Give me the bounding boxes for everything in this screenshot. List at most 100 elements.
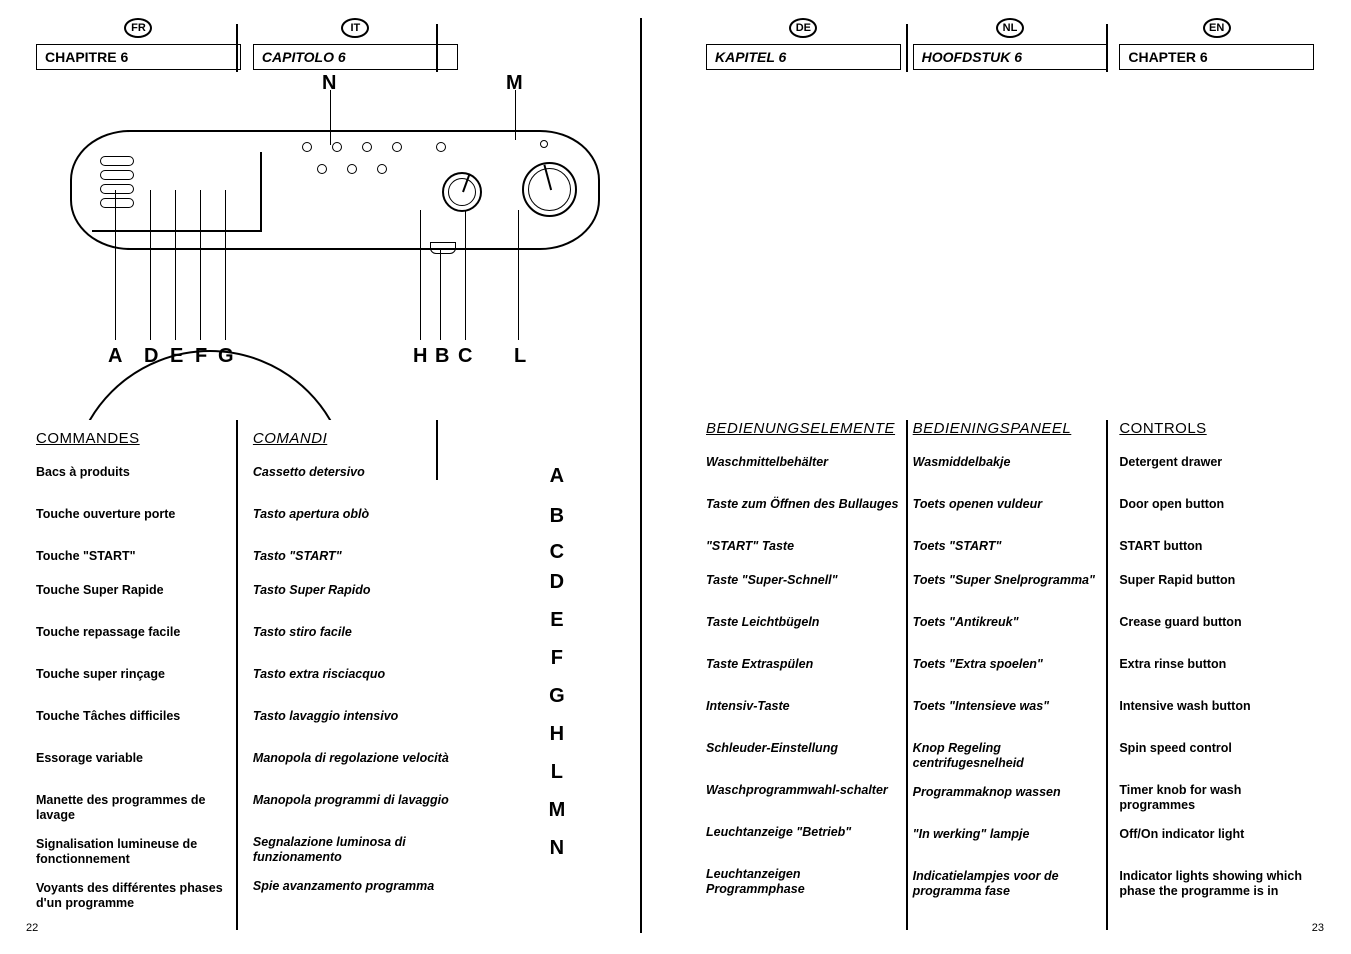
control-panel-diagram: A D E F G H B C L N M [20, 80, 660, 400]
guide-line [200, 190, 201, 340]
cell: Extra rinse button [1119, 657, 1314, 685]
sep-line [906, 420, 908, 930]
letter: G [470, 685, 644, 713]
header-row: FR CHAPITRE 6 IT CAPITOLO 6 [20, 10, 660, 70]
letter: D [470, 571, 644, 599]
cell: Crease guard button [1119, 615, 1314, 643]
panel-button [347, 164, 357, 174]
col-nl-header: NL HOOFDSTUK 6 [907, 10, 1114, 70]
sep-line [436, 420, 438, 480]
cell: Knop Regeling centrifugesnelheid [913, 741, 1108, 771]
chapter-en: CHAPTER 6 [1119, 44, 1314, 70]
indicator-led [540, 140, 548, 148]
chapter-fr: CHAPITRE 6 [36, 44, 241, 70]
cell: Toets "START" [913, 539, 1108, 567]
diagram-letter: N [322, 72, 336, 95]
cell: Intensiv-Taste [706, 699, 901, 727]
page-divider [640, 18, 642, 933]
guide-line [330, 90, 331, 145]
cell: Detergent drawer [1119, 455, 1314, 483]
cell: Manopola di regolazione velocità [253, 751, 458, 779]
guide-line [515, 90, 516, 140]
cell: Segnalazione luminosa di funzionamento [253, 835, 458, 865]
program-knob [522, 162, 577, 217]
panel-button [317, 164, 327, 174]
lang-badge-it: IT [341, 18, 369, 38]
diagram-letter: C [458, 345, 472, 368]
right-page: DE KAPITEL 6 NL HOOFDSTUK 6 EN CHAPTER 6… [690, 10, 1330, 940]
letter: A [470, 465, 644, 493]
drawer-slot [100, 170, 134, 180]
cell: Touche Tâches difficiles [36, 709, 241, 737]
chapter-it: CAPITOLO 6 [253, 44, 458, 70]
cell: Schleuder-Einstellung [706, 741, 901, 769]
header-row-right: DE KAPITEL 6 NL HOOFDSTUK 6 EN CHAPTER 6 [690, 10, 1330, 70]
letter: C [470, 541, 644, 569]
cell: Leuchtanzeigen Programmphase [706, 867, 901, 897]
cell: Voyants des différentes phases d'un prog… [36, 881, 241, 911]
diagram-letter: G [218, 345, 234, 368]
controls-table-right: BEDIENUNGSELEMENTE Waschmittelbehälter T… [690, 410, 1330, 913]
panel-button [302, 142, 312, 152]
cell: Taste Extraspülen [706, 657, 901, 685]
cell: "In werking" lampje [913, 827, 1108, 855]
heading-de: BEDIENUNGSELEMENTE [706, 420, 901, 437]
cell: Toets "Intensieve was" [913, 699, 1108, 727]
cell: Manette des programmes de lavage [36, 793, 241, 823]
cell: Super Rapid button [1119, 573, 1314, 601]
cell: Cassetto detersivo [253, 465, 458, 493]
sep-line [236, 24, 238, 72]
detergent-drawer [92, 152, 262, 232]
col-en: CONTROLS Detergent drawer Door open butt… [1113, 410, 1320, 913]
spacer-right [690, 70, 1330, 410]
diagram-letter: H [413, 345, 427, 368]
cell: Door open button [1119, 497, 1314, 525]
cell: Essorage variable [36, 751, 241, 779]
button-row-2 [317, 164, 387, 174]
page-number-left: 22 [26, 922, 38, 934]
sep-line [906, 24, 908, 72]
cell: Spie avanzamento programma [253, 879, 458, 907]
drawer-slot [100, 198, 134, 208]
guide-line [225, 190, 226, 340]
cell: Tasto lavaggio intensivo [253, 709, 458, 737]
guide-line [150, 190, 151, 340]
diagram-letter: B [435, 345, 449, 368]
cell: Wasmiddelbakje [913, 455, 1108, 483]
letter: N [470, 837, 644, 865]
diagram-letter: D [144, 345, 158, 368]
knob-inner [448, 178, 476, 206]
cell: Touche ouverture porte [36, 507, 241, 535]
col-nl: BEDIENINGSPANEEL Wasmiddelbakje Toets op… [907, 410, 1114, 913]
col-de: BEDIENUNGSELEMENTE Waschmittelbehälter T… [700, 410, 907, 913]
heading-nl: BEDIENINGSPANEEL [913, 420, 1108, 437]
cell: Leuchtanzeige "Betrieb" [706, 825, 901, 853]
cell: Waschprogrammwahl-schalter [706, 783, 901, 811]
col-fr: COMMANDES Bacs à produits Touche ouvertu… [30, 420, 247, 925]
guide-line [115, 190, 116, 340]
cell: Indicatielampjes voor de programma fase [913, 869, 1108, 899]
panel-button [436, 142, 446, 152]
letter: M [470, 799, 644, 827]
guide-line [518, 210, 519, 340]
sep-line [436, 24, 438, 72]
sep-line [1106, 420, 1108, 930]
col-en-header: EN CHAPTER 6 [1113, 10, 1320, 70]
diagram-letter: F [195, 345, 207, 368]
panel-button [362, 142, 372, 152]
cell: "START" Taste [706, 539, 901, 567]
cell: Manopola programmi di lavaggio [253, 793, 458, 821]
lang-badge-en: EN [1203, 18, 1231, 38]
spin-knob [442, 172, 482, 212]
cell: Taste "Super-Schnell" [706, 573, 901, 601]
controls-table-left: COMMANDES Bacs à produits Touche ouvertu… [20, 420, 660, 925]
col-letters: . A B C D E F G H L M N [464, 420, 650, 925]
cell: Bacs à produits [36, 465, 241, 493]
cell: Waschmittelbehälter [706, 455, 901, 483]
panel-button [377, 164, 387, 174]
chapter-nl: HOOFDSTUK 6 [913, 44, 1108, 70]
lang-badge-fr: FR [124, 18, 152, 38]
cell: Toets "Extra spoelen" [913, 657, 1108, 685]
cell: Spin speed control [1119, 741, 1314, 769]
cell: Tasto extra risciacquo [253, 667, 458, 695]
